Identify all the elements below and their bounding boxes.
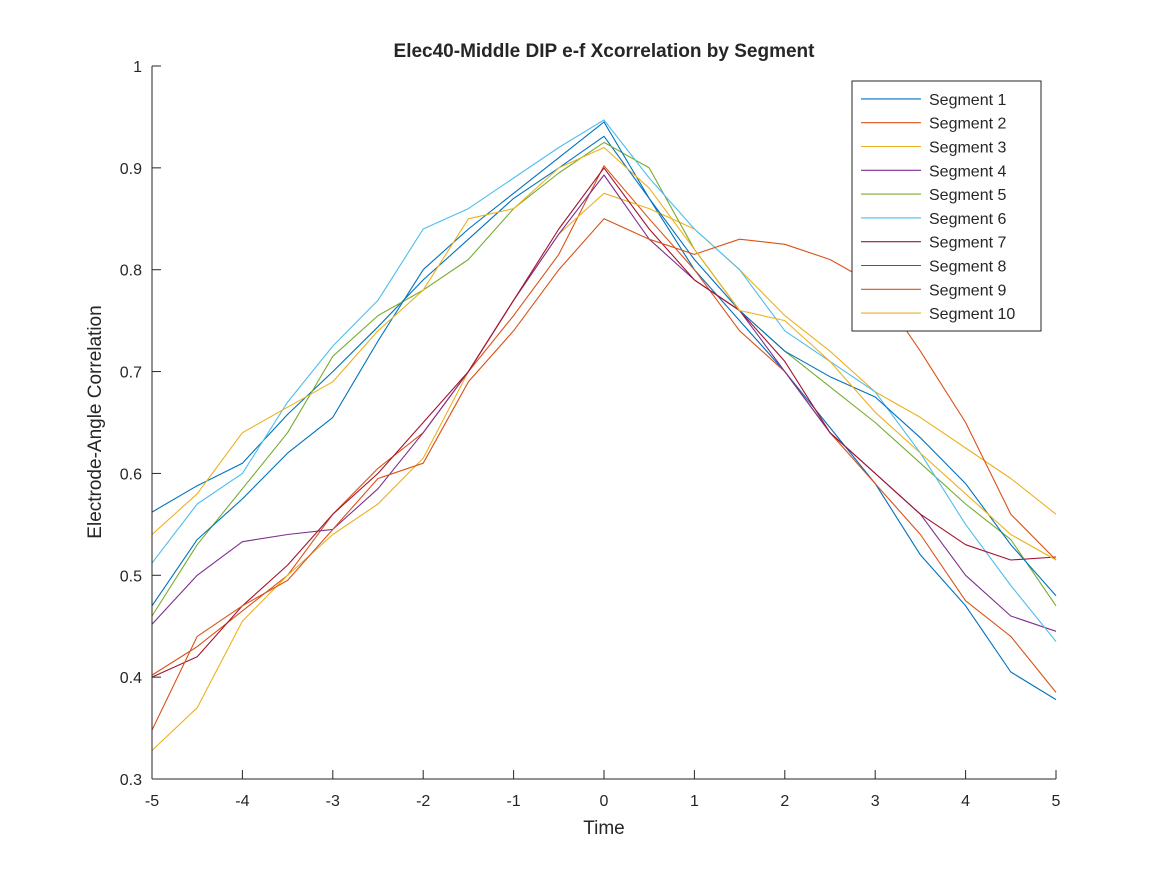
x-axis-label: Time <box>583 818 625 839</box>
y-axis-label: Electrode-Angle Correlation <box>85 305 106 538</box>
legend-entry-9: Segment 9 <box>929 282 1006 299</box>
x-tick-label: -2 <box>416 793 430 810</box>
x-tick-label: 5 <box>1052 793 1061 810</box>
series-line-10 <box>151 146 1057 561</box>
legend-entry-2: Segment 2 <box>929 116 1006 133</box>
x-tick-label: 3 <box>871 793 880 810</box>
legend-entry-3: Segment 3 <box>929 140 1006 157</box>
x-tick-label: -1 <box>506 793 520 810</box>
x-tick-label: -3 <box>326 793 340 810</box>
legend-entry-1: Segment 1 <box>929 92 1006 109</box>
y-tick-label: 0.5 <box>120 568 142 585</box>
series-line-7 <box>151 167 1057 678</box>
y-tick-label: 0.7 <box>120 365 142 382</box>
legend-entry-6: Segment 6 <box>929 211 1006 228</box>
series-line-2 <box>151 165 1057 693</box>
legend-entry-8: Segment 8 <box>929 259 1006 276</box>
x-tick-label: 0 <box>600 793 609 810</box>
series-line-8 <box>151 121 1057 607</box>
x-tick-label: 2 <box>780 793 789 810</box>
x-tick-label: -4 <box>235 793 249 810</box>
plot-lines <box>151 119 1057 751</box>
y-tick-label: 0.3 <box>120 772 142 789</box>
legend-entry-4: Segment 4 <box>929 163 1006 180</box>
y-tick-label: 1 <box>133 59 142 76</box>
series-line-1 <box>151 135 1057 701</box>
x-tick-label: 1 <box>690 793 699 810</box>
y-tick-label: 0.8 <box>120 263 142 280</box>
legend-entry-5: Segment 5 <box>929 187 1006 204</box>
chart-title: Elec40-Middle DIP e-f Xcorrelation by Se… <box>394 41 816 62</box>
y-tick-label: 0.6 <box>120 466 142 483</box>
legend-entry-10: Segment 10 <box>929 306 1015 323</box>
y-tick-label: 0.4 <box>120 670 142 687</box>
axes: -5 -4 -3 -2 -1 0 1 2 3 4 5 0.3 0.4 0.5 0.6 0.7 0.8 0.9 1 <box>120 59 1061 810</box>
y-tick-label: 0.9 <box>120 161 142 178</box>
series-line-3 <box>151 192 1057 751</box>
series-line-6 <box>151 119 1057 642</box>
legend-entry-7: Segment 7 <box>929 235 1006 252</box>
legend: Segment 1 Segment 2 Segment 3 Segment 4 Segm… <box>851 80 1042 332</box>
x-tick-label: -5 <box>145 793 159 810</box>
x-tick-label: 4 <box>961 793 970 810</box>
series-line-5 <box>151 141 1057 617</box>
